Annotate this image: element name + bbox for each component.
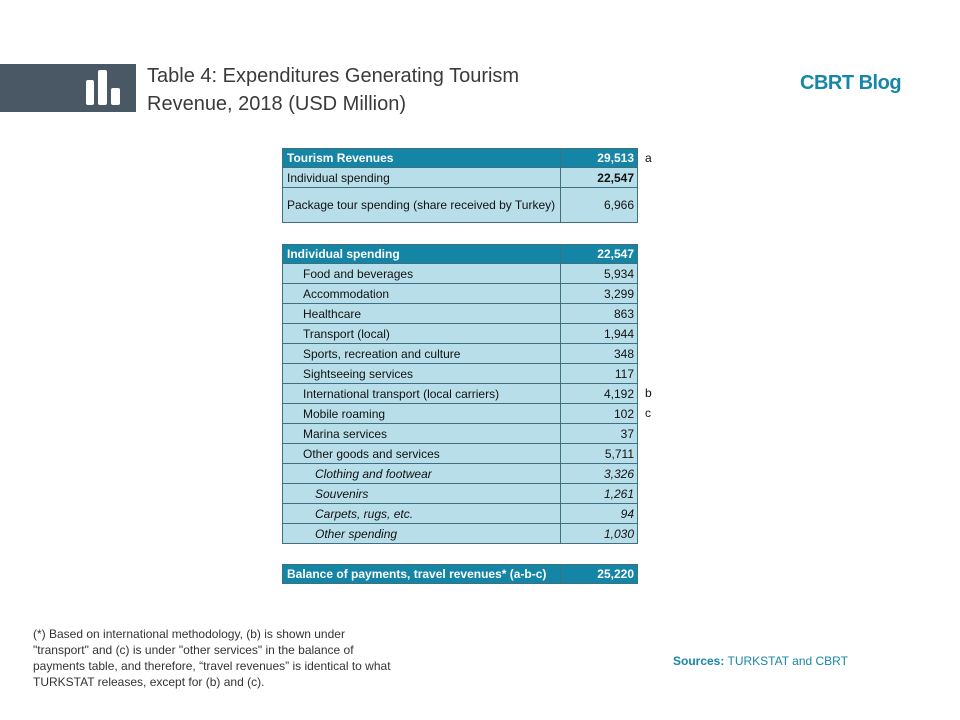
row-label: Mobile roaming: [283, 404, 561, 423]
row-value: 5,934: [603, 266, 634, 281]
table-row: Sightseeing services 117: [282, 364, 638, 384]
row-value: 1,261: [603, 486, 634, 501]
row-value: 22,547: [597, 170, 634, 185]
row-label: Healthcare: [283, 304, 561, 323]
table-row: Carpets, rugs, etc. 94: [282, 504, 638, 524]
table-row: Accommodation 3,299: [282, 284, 638, 304]
row-value: 3,326: [603, 466, 634, 481]
row-value: 29,513: [597, 151, 634, 165]
row-label: Other goods and services: [283, 444, 561, 463]
row-label: Individual spending: [283, 245, 561, 263]
row-label: Food and beverages: [283, 264, 561, 283]
table-row: Transport (local) 1,944: [282, 324, 638, 344]
table: Tourism Revenues 29,513 a Individual spendi…: [282, 148, 652, 223]
table-row: International transport (local carriers)…: [282, 384, 652, 404]
title: Table 4: Expenditures Generating Tourism…: [147, 62, 567, 118]
sources-label: Sources:: [673, 654, 725, 668]
row-label: Tourism Revenues: [283, 149, 561, 167]
row-note: a: [645, 151, 652, 165]
row-label: Clothing and footwear: [283, 464, 561, 483]
row-label: International transport (local carriers): [283, 384, 561, 403]
table-row: Clothing and footwear 3,326: [282, 464, 638, 484]
row-value: 22,547: [597, 247, 634, 261]
table-row: Sports, recreation and culture 348: [282, 344, 638, 364]
row-value: 25,220: [597, 567, 634, 581]
row-value: 863: [613, 306, 634, 321]
table-row: Healthcare 863: [282, 304, 638, 324]
row-value: 1,944: [603, 326, 634, 341]
row-value: 37: [620, 426, 634, 441]
table-row: Other goods and services 5,711: [282, 444, 638, 464]
table-row: Other spending 1,030: [282, 524, 638, 544]
row-value: 94: [620, 506, 634, 521]
table-row: Balance of payments, travel revenues* (a…: [282, 564, 638, 584]
sources-text: TURKSTAT and CBRT: [727, 654, 848, 668]
row-label: Individual spending: [283, 168, 561, 187]
row-label: Sightseeing services: [283, 364, 561, 383]
row-value: 6,966: [603, 198, 634, 212]
row-label: Souvenirs: [283, 484, 561, 503]
row-label: Balance of payments, travel revenues* (a…: [283, 565, 561, 583]
row-value: 5,711: [604, 446, 634, 461]
row-label: Transport (local): [283, 324, 561, 343]
table: Individual spending 22,547 Food and bevera…: [282, 244, 652, 544]
footnote: (*) Based on international methodology, …: [33, 627, 391, 689]
row-label: Other spending: [283, 524, 561, 543]
row-note: b: [645, 386, 652, 400]
row-value: 348: [613, 346, 634, 361]
row-label: Accommodation: [283, 284, 561, 303]
title-prefix: Table 4:: [147, 65, 218, 87]
row-value: 1,030: [603, 526, 634, 541]
row-label: Carpets, rugs, etc.: [283, 504, 561, 523]
table-row: Package tour spending (share received by…: [282, 188, 638, 223]
row-value: 3,299: [603, 286, 634, 301]
row-note: c: [645, 406, 651, 420]
header-icon: [0, 64, 136, 112]
table-row: Mobile roaming 102 c: [282, 404, 651, 424]
table-row: Food and beverages 5,934: [282, 264, 638, 284]
row-label: Sports, recreation and culture: [283, 344, 561, 363]
row-label: Package tour spending (share received by…: [283, 188, 561, 222]
brand: CBRT Blog: [800, 72, 902, 94]
title-text: Expenditures Generating Tourism Revenue,…: [147, 65, 520, 115]
table: Balance of payments, travel revenues* (a…: [282, 564, 638, 584]
table-row: Souvenirs 1,261: [282, 484, 638, 504]
row-value: 117: [614, 366, 634, 381]
table-row: Individual spending 22,547: [282, 168, 638, 188]
row-value: 102: [613, 406, 634, 421]
sources: Sources: TURKSTAT and CBRT: [673, 654, 848, 668]
table-row: Individual spending 22,547: [282, 244, 638, 264]
table-row: Marina services 37: [282, 424, 638, 444]
table-row: Tourism Revenues 29,513 a: [282, 148, 652, 168]
row-label: Marina services: [283, 424, 561, 443]
row-value: 4,192: [603, 386, 634, 401]
